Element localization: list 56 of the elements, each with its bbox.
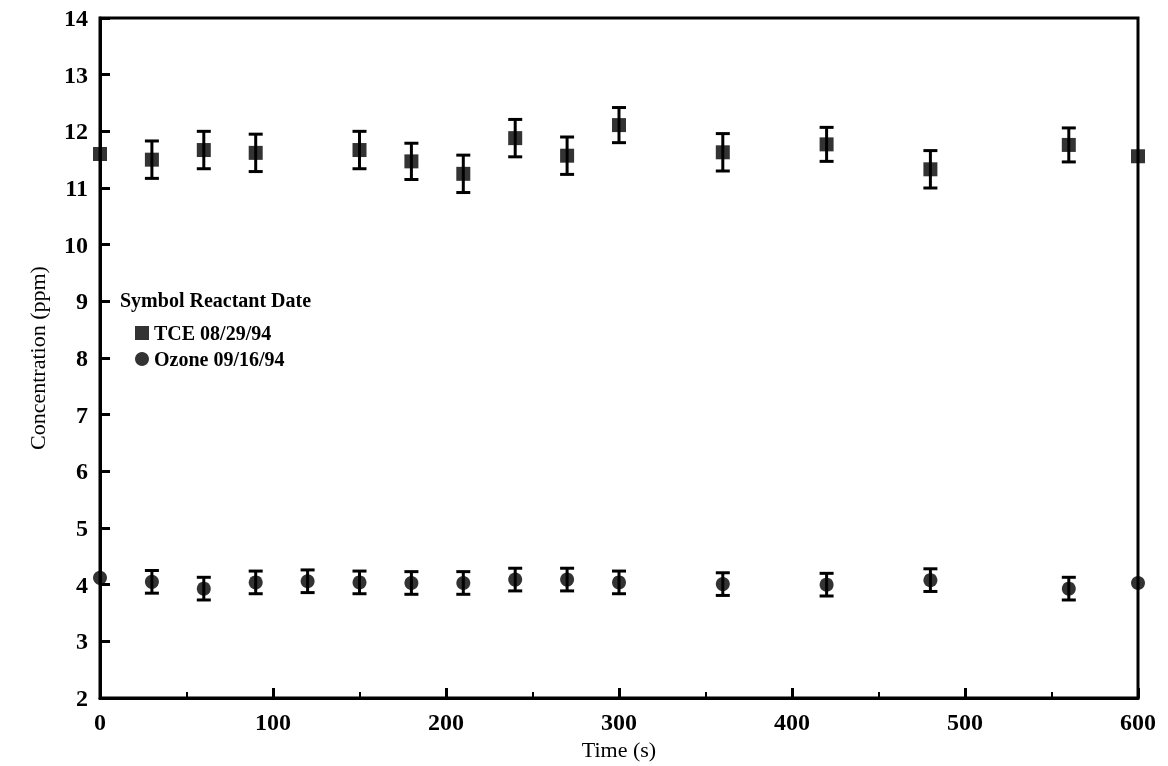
point — [1131, 149, 1145, 164]
y-tick-label: 11 — [65, 175, 88, 201]
x-axis-title: Time (s) — [581, 737, 657, 763]
point — [923, 573, 938, 588]
y-tick-label: 3 — [76, 628, 88, 655]
point — [508, 131, 523, 146]
point — [1061, 137, 1076, 152]
x-tick-label: 100 — [255, 709, 291, 735]
point — [923, 162, 938, 177]
point — [196, 143, 211, 158]
y-tick-label: 4 — [76, 571, 88, 598]
point — [144, 574, 159, 589]
x-tick-label: 600 — [1120, 709, 1156, 735]
point — [456, 575, 471, 590]
y-tick-label: 5 — [76, 515, 88, 541]
point — [715, 145, 730, 160]
point — [352, 575, 367, 590]
y-tick-label: 10 — [64, 231, 88, 258]
y-tick-label: 7 — [76, 401, 88, 428]
x-tick-label: 200 — [428, 709, 464, 735]
y-axis-title: Concentration (ppm) — [24, 266, 50, 450]
legend-label: TCE 08/29/94 — [154, 322, 272, 344]
legend-label: Ozone 09/16/94 — [154, 348, 285, 370]
y-tick-label: 6 — [76, 458, 88, 485]
y-tick-label: 8 — [76, 345, 88, 371]
y-tick-label: 12 — [64, 118, 88, 145]
x-tick-label: 300 — [601, 709, 637, 735]
point — [144, 152, 159, 167]
point — [404, 154, 419, 169]
y-tick-label: 9 — [76, 288, 88, 315]
x-tick-label: 0 — [94, 709, 106, 735]
point — [300, 574, 315, 589]
point — [612, 118, 626, 133]
point — [1061, 581, 1076, 596]
point — [93, 570, 107, 585]
point — [560, 148, 575, 163]
point — [612, 575, 626, 590]
y-tick-label: 2 — [76, 685, 88, 711]
point — [404, 575, 419, 590]
point — [560, 572, 575, 587]
point — [1131, 575, 1145, 590]
point — [196, 581, 211, 596]
point — [715, 577, 730, 592]
point — [352, 143, 367, 158]
x-tick-label: 400 — [774, 709, 810, 735]
point — [248, 575, 263, 590]
point — [508, 572, 523, 587]
legend-title: Symbol Reactant Date — [120, 289, 312, 312]
point — [819, 577, 834, 592]
y-tick-label: 13 — [64, 61, 88, 88]
x-tick-label: 500 — [947, 709, 983, 735]
y-tick-label: 14 — [64, 5, 88, 31]
point — [93, 147, 107, 161]
point — [819, 137, 834, 152]
point — [248, 145, 263, 160]
point — [456, 166, 471, 181]
